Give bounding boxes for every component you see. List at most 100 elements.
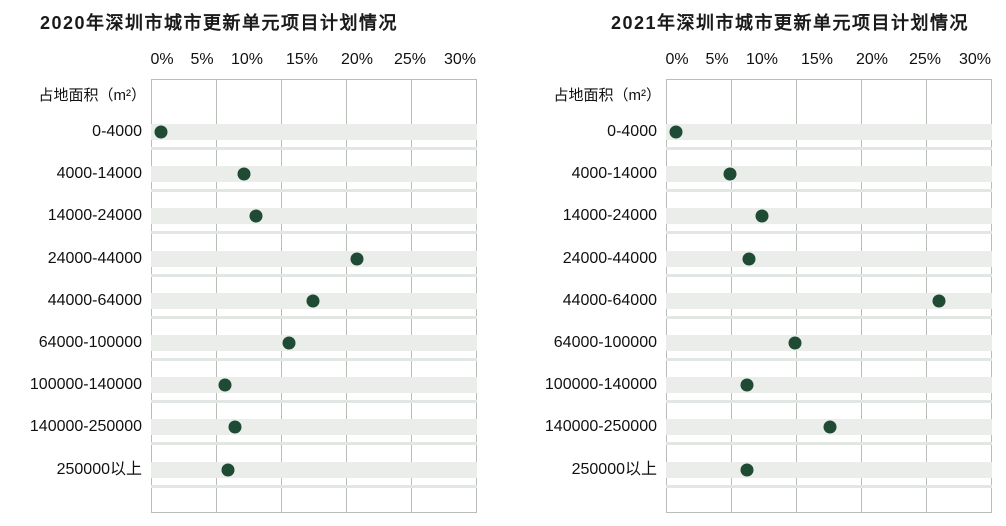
data-point-dot [237, 167, 251, 181]
category-label: 44000-64000 [47, 291, 142, 309]
row-band [151, 335, 477, 351]
category-label: 100000-140000 [544, 376, 657, 394]
row-band [151, 124, 477, 140]
category-label: 250000以上 [56, 460, 142, 478]
row-stripe [666, 273, 992, 277]
category-label: 64000-100000 [38, 334, 142, 351]
data-point-dot [788, 336, 802, 350]
category-row [666, 449, 992, 491]
category-row [151, 238, 477, 280]
row-stripe [666, 358, 992, 361]
x-axis-tick-label: 20% [340, 51, 374, 68]
category-row [151, 406, 477, 448]
category-row [151, 364, 477, 406]
category-row [151, 153, 477, 195]
row-band [666, 124, 992, 140]
category-row [666, 406, 992, 448]
category-row [666, 280, 992, 322]
category-label: 4000-14000 [571, 165, 657, 183]
data-point-dot [306, 294, 320, 308]
chart-2020: 2020年深圳市城市更新单元项目计划情况 占地面积（m²） 0% 5% 10% 15%… [29, 13, 477, 513]
x-axis-tick-label: 30% [958, 51, 992, 68]
row-band [666, 292, 992, 309]
plot-top-border [666, 79, 992, 80]
row-stripe [151, 358, 477, 361]
chart-title: 2020年深圳市城市更新单元项目计划情况 [40, 13, 399, 33]
row-band [151, 461, 477, 478]
row-band [666, 166, 992, 183]
data-point-dot [742, 252, 755, 266]
x-axis-tick-label: 20% [855, 51, 889, 68]
category-label: 24000-44000 [562, 249, 657, 267]
plot-bottom-border [151, 512, 477, 513]
category-label: 0-4000 [607, 123, 657, 140]
row-stripe [666, 189, 992, 193]
plot-area [151, 79, 477, 513]
plot-bottom-border [666, 512, 992, 513]
row-band [666, 377, 992, 394]
x-axis-tick-label: 15% [285, 51, 319, 68]
plot-area [666, 79, 992, 513]
data-point-dot [723, 167, 737, 181]
category-label: 44000-64000 [562, 291, 657, 309]
row-stripe [151, 400, 477, 404]
category-label: 14000-24000 [47, 207, 142, 225]
data-point-dot [228, 420, 242, 434]
row-band [151, 166, 477, 183]
row-stripe [151, 147, 477, 150]
row-band [151, 208, 477, 225]
row-band [151, 377, 477, 394]
x-axis-tick-label: 30% [443, 51, 477, 68]
row-stripe [666, 400, 992, 404]
category-label: 140000-250000 [29, 418, 142, 436]
row-stripe [151, 189, 477, 193]
category-label: 64000-100000 [553, 334, 657, 351]
row-stripe [666, 484, 992, 488]
row-band [666, 208, 992, 225]
x-axis-tick-label: 5% [705, 51, 729, 68]
x-axis-tick-label: 15% [800, 51, 834, 68]
category-row [151, 280, 477, 322]
data-point-dot [154, 125, 168, 139]
category-label: 250000以上 [571, 460, 657, 478]
data-point-dot [740, 463, 754, 477]
data-point-dot [350, 252, 364, 266]
row-stripe [151, 484, 477, 488]
category-row [151, 449, 477, 491]
category-row [666, 195, 992, 237]
y-axis-label: 占地面积（m²） [38, 87, 147, 104]
data-point-dot [932, 294, 946, 308]
y-axis-label: 占地面积（m²） [553, 87, 662, 104]
data-point-dot [755, 209, 769, 223]
x-axis-tick-label: 10% [230, 51, 264, 68]
data-point-dot [282, 336, 296, 350]
x-axis-tick-label: 5% [190, 51, 214, 68]
category-row [666, 111, 992, 153]
category-row [666, 153, 992, 195]
category-row [151, 322, 477, 364]
row-band [151, 419, 477, 436]
row-stripe [666, 442, 992, 446]
row-stripe [151, 315, 477, 319]
category-label: 140000-250000 [544, 418, 657, 436]
x-axis-tick-label: 0% [665, 51, 689, 68]
chart-title: 2021年深圳市城市更新单元项目计划情况 [611, 13, 970, 33]
x-axis-tick-label: 0% [150, 51, 174, 68]
category-row [666, 364, 992, 406]
category-label: 4000-14000 [56, 165, 142, 183]
row-stripe [151, 442, 477, 446]
row-stripe [666, 147, 992, 150]
data-point-dot [218, 378, 232, 392]
row-band [666, 461, 992, 478]
x-axis-tick-label: 25% [908, 51, 942, 68]
row-band [666, 335, 992, 351]
chart-2021: 2021年深圳市城市更新单元项目计划情况 占地面积（m²） 0% 5% 10% 15%… [515, 0, 1006, 526]
category-label: 100000-140000 [29, 376, 142, 394]
category-row [151, 111, 477, 153]
row-band [151, 250, 477, 267]
plot-top-border [151, 79, 477, 80]
row-stripe [666, 315, 992, 319]
category-label: 14000-24000 [562, 207, 657, 225]
x-axis-tick-label: 10% [745, 51, 779, 68]
row-stripe [151, 273, 477, 277]
